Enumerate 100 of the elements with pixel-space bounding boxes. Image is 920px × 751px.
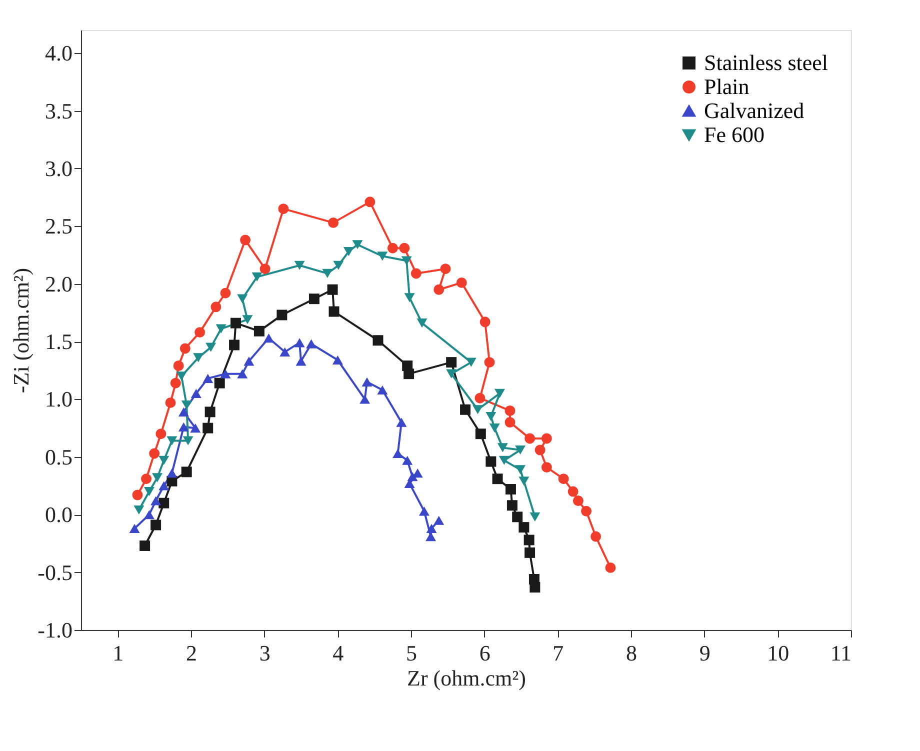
point: [590, 531, 602, 542]
point: [178, 422, 189, 432]
y-tick-label: 3.5: [45, 98, 72, 124]
point: [193, 353, 204, 362]
point: [210, 302, 222, 312]
point: [220, 369, 231, 378]
legend-label: Fe 600: [704, 122, 764, 147]
x-tick-label: 8: [626, 640, 637, 666]
y-axis-title: -Zi (ohm.cm²): [8, 268, 34, 394]
point: [396, 418, 407, 427]
x-tick-label: 10: [767, 640, 790, 666]
point: [242, 315, 253, 324]
point: [327, 284, 338, 295]
point: [220, 288, 231, 298]
point: [524, 547, 536, 558]
point: [392, 448, 404, 458]
x-tick-label: 6: [479, 640, 490, 666]
x-tick-label: 5: [406, 640, 417, 666]
point: [180, 343, 190, 354]
point: [306, 339, 317, 348]
point: [524, 433, 536, 444]
point: [140, 540, 150, 552]
point: [515, 445, 526, 455]
point: [216, 324, 226, 334]
point: [194, 327, 206, 338]
point: [237, 294, 248, 304]
point: [506, 500, 518, 511]
point: [534, 444, 546, 456]
point: [333, 260, 344, 270]
point: [173, 360, 184, 372]
point: [377, 385, 388, 395]
point: [364, 196, 376, 208]
y-tick-label: 2.5: [45, 214, 72, 239]
point: [387, 242, 398, 254]
legend-label: Stainless steel: [704, 50, 828, 75]
point: [530, 582, 540, 593]
point: [181, 400, 192, 410]
point: [182, 436, 194, 446]
point: [572, 496, 584, 506]
point: [558, 474, 569, 484]
point: [418, 506, 430, 516]
point: [170, 378, 181, 388]
point: [132, 490, 143, 500]
point: [456, 277, 467, 288]
legend-label: Plain: [704, 74, 750, 99]
y-tick-label: 1.0: [45, 386, 72, 412]
point: [460, 404, 471, 415]
point: [472, 405, 483, 414]
point: [518, 476, 530, 486]
x-tick-label: 1: [112, 640, 124, 666]
point: [362, 377, 372, 386]
point: [190, 388, 202, 398]
point: [399, 242, 410, 254]
point: [497, 443, 508, 452]
y-tick-label: 3.0: [45, 156, 72, 181]
point: [294, 338, 305, 348]
point: [166, 436, 178, 446]
point: [530, 512, 540, 522]
x-tick-label: 4: [332, 640, 344, 666]
point: [178, 407, 189, 416]
point: [484, 357, 495, 368]
point: [512, 512, 523, 522]
point: [581, 506, 592, 516]
point: [328, 306, 340, 317]
point: [144, 510, 154, 520]
point: [352, 240, 363, 250]
x-tick-label: 9: [699, 640, 710, 666]
point: [322, 268, 333, 278]
point: [237, 369, 248, 378]
point: [152, 473, 163, 482]
point: [263, 334, 274, 343]
point: [504, 417, 516, 428]
point: [244, 356, 254, 366]
point: [372, 335, 384, 346]
point: [426, 524, 437, 534]
point: [360, 394, 370, 404]
point: [158, 498, 170, 508]
point: [480, 316, 490, 328]
point: [332, 355, 343, 365]
point: [252, 272, 262, 282]
y-tick-label: 1.5: [45, 329, 72, 354]
point: [156, 428, 166, 440]
point: [158, 481, 170, 490]
point: [475, 428, 486, 440]
point: [434, 516, 444, 525]
point: [294, 260, 305, 270]
point: [404, 293, 415, 302]
point: [240, 234, 251, 246]
point: [278, 204, 289, 214]
x-tick-label: 3: [259, 640, 270, 666]
point: [144, 486, 154, 496]
point: [446, 369, 457, 378]
point: [605, 562, 616, 573]
point: [486, 412, 496, 422]
point: [202, 422, 214, 434]
point: [150, 496, 162, 506]
point: [206, 342, 216, 352]
point: [214, 378, 225, 388]
point: [280, 347, 290, 356]
y-tick-label: 0.0: [45, 502, 72, 528]
